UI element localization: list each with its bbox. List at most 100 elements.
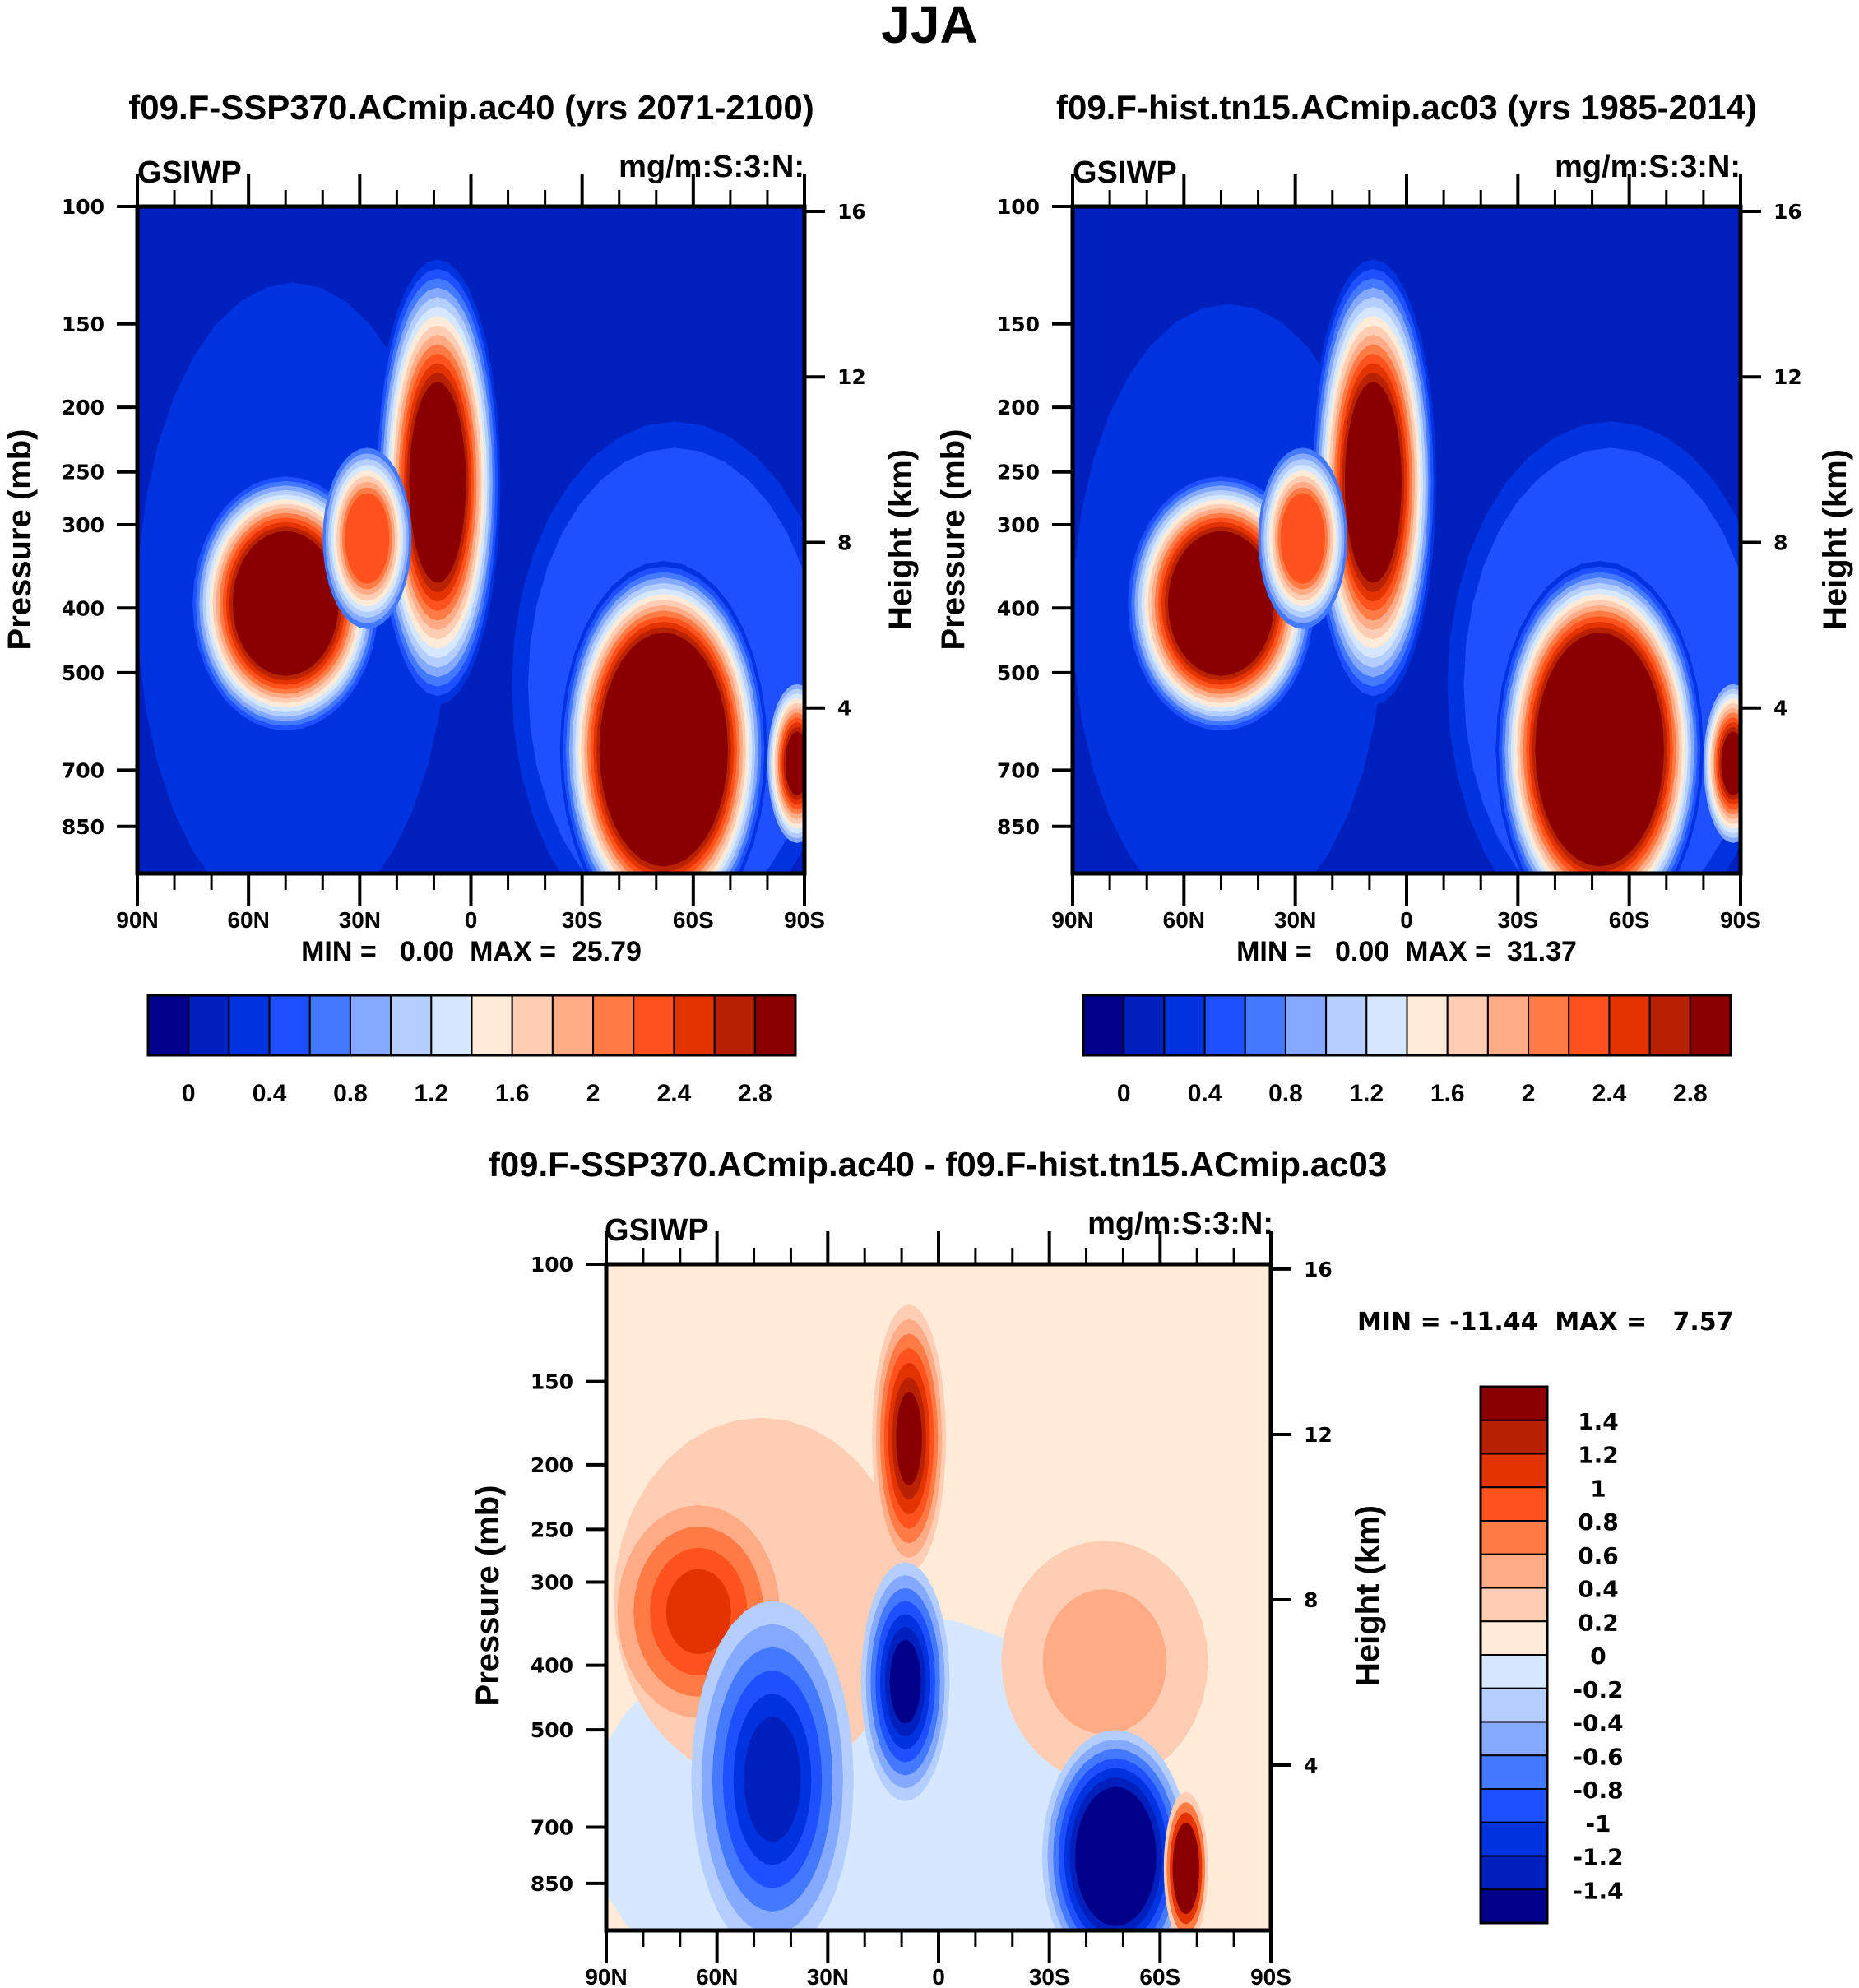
colorbar-label: 2 (586, 1080, 600, 1107)
y-tick-label: 200 (997, 396, 1040, 419)
x-tick-label: 60S (1139, 1964, 1180, 1988)
units-label: mg/m:S:3:N: (1087, 1207, 1273, 1241)
colorbar-swatch (753, 994, 796, 1056)
colorbar-swatch (390, 994, 433, 1056)
colorbar-label: 0.8 (1268, 1080, 1303, 1107)
colorbar-label: 1.6 (1430, 1080, 1465, 1107)
contour-fill (1172, 1822, 1199, 1915)
x-tick-label: 30S (562, 907, 603, 933)
panel-top-right: f09.F-hist.tn15.ACmip.ac03 (yrs 1985-201… (935, 88, 1853, 1107)
y-tick-label: 150 (62, 313, 104, 336)
contour-fill (1042, 1589, 1167, 1735)
colorbar-swatch (511, 994, 554, 1056)
x-tick-label: 30N (1274, 907, 1316, 933)
colorbar-swatch (713, 994, 756, 1056)
contour-fill (1721, 731, 1741, 795)
contour-field (606, 1264, 1271, 1930)
colorbar-label: -0.2 (1573, 1676, 1623, 1703)
y-tick-label: 850 (997, 815, 1040, 839)
colorbar-swatch (673, 994, 716, 1056)
contour-fill (599, 633, 728, 867)
colorbar-label: 2.4 (657, 1080, 692, 1107)
colorbar-swatch (1163, 994, 1206, 1056)
y-right-tick-label: 16 (1304, 1258, 1333, 1281)
colorbar-swatch (1528, 994, 1570, 1056)
y-right-tick-label: 12 (837, 365, 866, 389)
colorbar-swatch (349, 994, 392, 1056)
colorbar-label: 2.8 (738, 1080, 772, 1107)
y-tick-label: 300 (62, 513, 104, 537)
colorbar-label: -0.8 (1573, 1777, 1623, 1804)
y-tick-label: 300 (531, 1570, 573, 1594)
y-tick-label: 100 (531, 1253, 573, 1277)
y-tick-label: 200 (531, 1453, 573, 1477)
y-tick-label: 850 (62, 815, 104, 839)
colorbar-swatch (551, 994, 595, 1056)
colorbar-swatch (1480, 1888, 1548, 1924)
colorbar-swatch (1480, 1855, 1548, 1891)
contour-field (1073, 206, 1741, 874)
colorbar-label: 1.2 (414, 1080, 448, 1107)
contour-fill (744, 1717, 801, 1842)
contour-fill (785, 731, 804, 795)
y-tick-label: 200 (62, 396, 104, 419)
colorbar: 1.4 1.2 1 0.8 0.6 0.4 0.2 0 -0.2 -0.4 -0.6 -0.8 -1 -1… (1479, 1385, 1624, 1925)
x-tick-label: 0 (465, 907, 478, 933)
colorbar-label: 1.6 (495, 1080, 530, 1107)
colorbar-swatch (147, 994, 190, 1056)
x-tick-label: 60N (227, 907, 269, 933)
colorbar-label: 0.8 (333, 1080, 368, 1107)
colorbar-swatch (1480, 1620, 1548, 1656)
colorbar-swatch (1480, 1687, 1548, 1723)
x-tick-label: 0 (932, 1964, 945, 1988)
colorbar: 0 0.4 0.8 1.2 1.6 2 2.4 2.8 (1082, 994, 1732, 1107)
colorbar-swatch (1480, 1821, 1548, 1857)
y-right-tick-label: 4 (1773, 697, 1787, 721)
contour-fill (232, 531, 339, 676)
contour-fill (665, 1569, 731, 1655)
y-tick-label: 400 (997, 596, 1040, 620)
contour-fill (1280, 493, 1325, 584)
colorbar-swatch (1480, 1553, 1548, 1589)
colorbar-label: 2.4 (1592, 1080, 1627, 1107)
colorbar-label: 0.4 (1188, 1080, 1222, 1107)
colorbar-swatch (633, 994, 675, 1056)
colorbar-swatch (592, 994, 635, 1056)
y-right-tick-label: 12 (1304, 1423, 1333, 1447)
colorbar-swatch (1446, 994, 1489, 1056)
panel-title: f09.F-hist.tn15.ACmip.ac03 (yrs 1985-201… (1056, 88, 1757, 127)
colorbar-frame (1082, 994, 1732, 1057)
colorbar-label: 2.8 (1673, 1080, 1708, 1107)
colorbar-swatch (430, 994, 473, 1056)
contour-field (137, 206, 804, 874)
colorbar-label: 1 (1590, 1475, 1606, 1502)
panel-title: f09.F-SSP370.ACmip.ac40 (yrs 2071-2100) (128, 88, 814, 127)
variable-label: GSIWP (137, 155, 242, 190)
colorbar-swatch (308, 994, 351, 1056)
colorbar-swatch (1648, 994, 1691, 1056)
y-right-tick-label: 8 (1304, 1588, 1318, 1612)
y-tick-label: 700 (531, 1816, 573, 1840)
y-axis-right-label: Height (km) (883, 449, 919, 630)
colorbar-swatch (188, 994, 230, 1056)
colorbar-label: 0 (182, 1080, 196, 1107)
colorbar-swatch (1480, 1486, 1548, 1522)
colorbar-label: 1.2 (1578, 1442, 1619, 1469)
x-tick-label: 60N (696, 1964, 738, 1988)
x-tick-label: 60S (673, 907, 714, 933)
colorbar-swatch (1568, 994, 1611, 1056)
colorbar-swatch (1082, 994, 1125, 1056)
colorbar-swatch (1203, 994, 1246, 1056)
units-label: mg/m:S:3:N: (1555, 150, 1741, 184)
y-tick-label: 850 (531, 1872, 573, 1896)
colorbar-swatch (1480, 1654, 1548, 1689)
y-right-tick-label: 4 (1304, 1754, 1318, 1777)
y-tick-label: 100 (997, 195, 1040, 219)
panel-title: f09.F-SSP370.ACmip.ac40 - f09.F-hist.tn1… (489, 1145, 1387, 1184)
x-tick-label: 90S (1250, 1964, 1291, 1988)
x-tick-label: 90S (1720, 907, 1761, 933)
colorbar-swatch (1365, 994, 1408, 1056)
colorbar-swatch (1689, 994, 1732, 1056)
contour-fill (889, 1639, 921, 1724)
